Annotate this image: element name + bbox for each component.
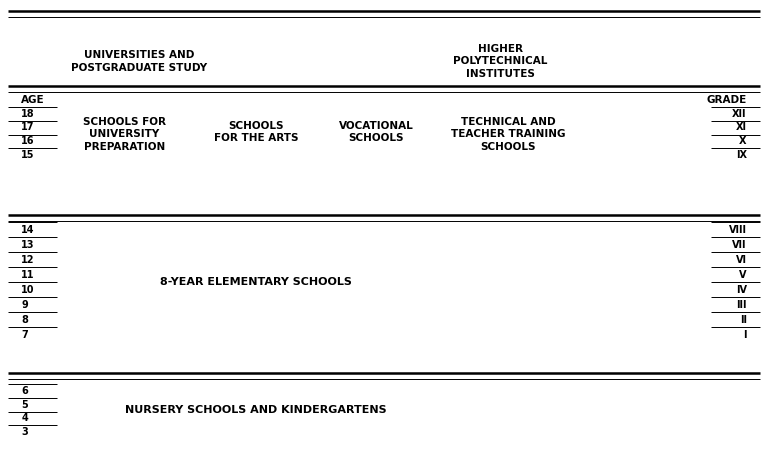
Text: III: III — [737, 299, 746, 309]
Text: II: II — [740, 314, 746, 324]
Text: XI: XI — [736, 122, 746, 132]
Text: 7: 7 — [22, 329, 28, 339]
Text: 5: 5 — [22, 399, 28, 409]
Text: X: X — [740, 136, 746, 146]
Text: VI: VI — [736, 254, 746, 264]
Text: 18: 18 — [22, 108, 35, 119]
Text: V: V — [740, 269, 746, 279]
Text: AGE: AGE — [22, 95, 45, 105]
Text: 6: 6 — [22, 385, 28, 395]
Text: 4: 4 — [22, 413, 28, 423]
Text: 15: 15 — [22, 150, 35, 159]
Text: I: I — [743, 329, 746, 339]
Text: 17: 17 — [22, 122, 35, 132]
Text: 14: 14 — [22, 224, 35, 234]
Text: HIGHER
POLYTECHNICAL
INSTITUTES: HIGHER POLYTECHNICAL INSTITUTES — [453, 44, 548, 79]
Text: 8-YEAR ELEMENTARY SCHOOLS: 8-YEAR ELEMENTARY SCHOOLS — [160, 276, 352, 287]
Text: GRADE: GRADE — [707, 95, 746, 105]
Text: 11: 11 — [22, 269, 35, 279]
Text: IV: IV — [736, 284, 746, 294]
Text: XII: XII — [732, 108, 746, 119]
Text: VIII: VIII — [729, 224, 746, 234]
Text: SCHOOLS FOR
UNIVERSITY
PREPARATION: SCHOOLS FOR UNIVERSITY PREPARATION — [83, 117, 166, 151]
Text: 8: 8 — [22, 314, 28, 324]
Text: 13: 13 — [22, 239, 35, 249]
Text: TECHNICAL AND
TEACHER TRAINING
SCHOOLS: TECHNICAL AND TEACHER TRAINING SCHOOLS — [451, 117, 565, 151]
Text: SCHOOLS
FOR THE ARTS: SCHOOLS FOR THE ARTS — [214, 120, 298, 143]
Text: VII: VII — [732, 239, 746, 249]
Text: 12: 12 — [22, 254, 35, 264]
Text: 10: 10 — [22, 284, 35, 294]
Text: NURSERY SCHOOLS AND KINDERGARTENS: NURSERY SCHOOLS AND KINDERGARTENS — [125, 404, 387, 414]
Text: UNIVERSITIES AND
POSTGRADUATE STUDY: UNIVERSITIES AND POSTGRADUATE STUDY — [71, 50, 207, 73]
Text: VOCATIONAL
SCHOOLS: VOCATIONAL SCHOOLS — [339, 120, 414, 143]
Text: 3: 3 — [22, 426, 28, 436]
Text: 16: 16 — [22, 136, 35, 146]
Text: 9: 9 — [22, 299, 28, 309]
Text: IX: IX — [736, 150, 746, 159]
